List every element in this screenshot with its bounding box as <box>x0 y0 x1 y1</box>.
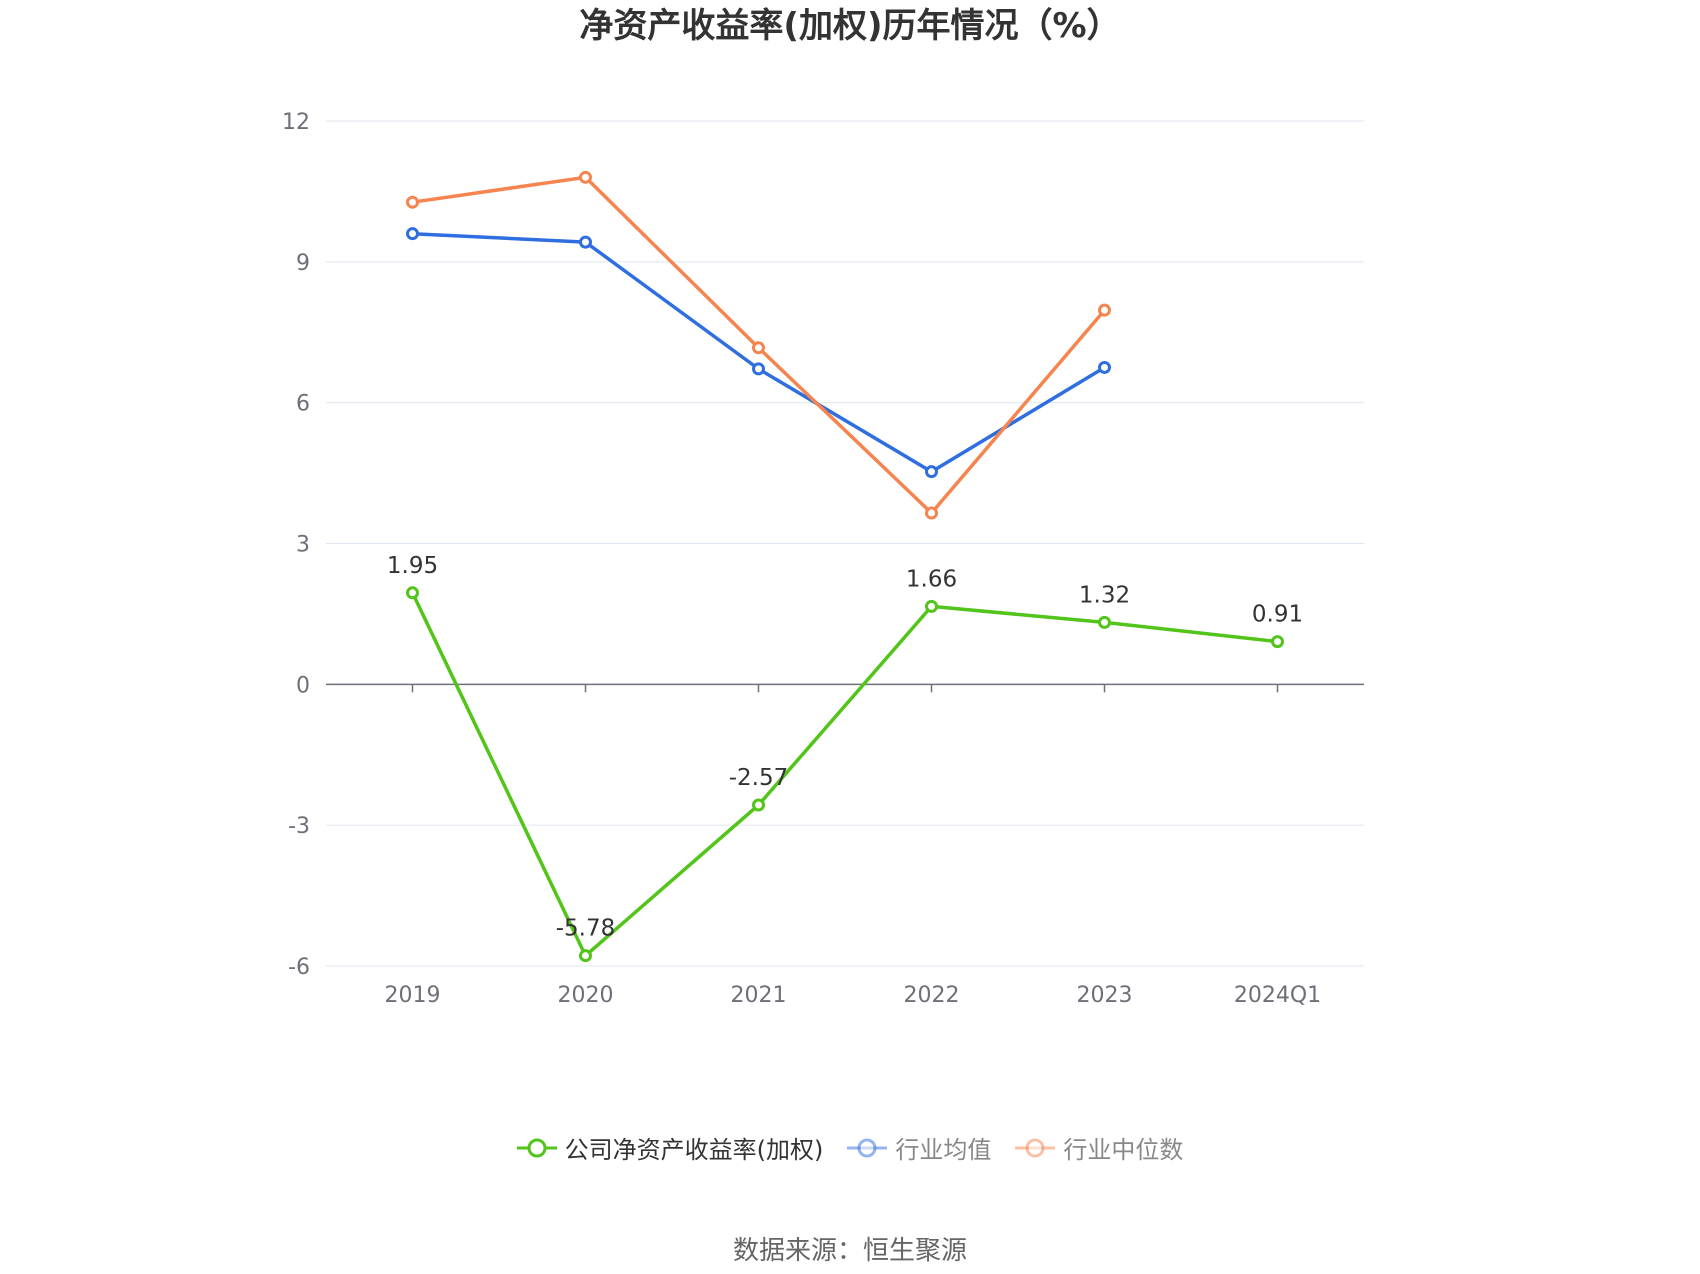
data-point <box>925 465 938 479</box>
grid-lines: 12 9 6 3 0 -3 -6 <box>282 110 1364 980</box>
x-tick-label: 2023 <box>1077 983 1133 1008</box>
legend-line-circle-icon <box>1015 1138 1056 1157</box>
data-label: 0.91 <box>1252 602 1303 628</box>
legend-label: 行业均值 <box>895 1136 992 1164</box>
data-point <box>752 798 765 812</box>
data-point <box>579 949 592 963</box>
x-tick-label: 2020 <box>558 983 614 1008</box>
y-tick-label: 6 <box>296 392 310 417</box>
x-tick-label: 2022 <box>904 983 960 1008</box>
series-line <box>410 592 1278 958</box>
y-tick-label: 9 <box>296 251 310 276</box>
data-label: 1.32 <box>1079 582 1130 608</box>
y-tick-label: -6 <box>288 955 310 980</box>
legend-line-circle-icon <box>516 1138 557 1157</box>
data-point <box>406 195 419 209</box>
data-point <box>406 586 419 600</box>
data-labels: 1.95 -5.78 -2.57 1.66 1.32 0.91 <box>387 553 1303 942</box>
data-label: -2.57 <box>729 765 789 791</box>
data-point <box>752 362 765 376</box>
x-tick-label: 2024Q1 <box>1234 983 1321 1008</box>
x-tick-label: 2019 <box>385 983 441 1008</box>
data-point <box>1098 360 1111 374</box>
series-lines <box>406 170 1284 963</box>
data-point <box>579 235 592 249</box>
data-label: -5.78 <box>556 916 616 942</box>
y-tick-label: 0 <box>296 673 310 698</box>
chart-title: 净资产收益率(加权)历年情况（%） <box>579 6 1121 46</box>
data-label: 1.95 <box>387 553 438 579</box>
data-source: 数据来源：恒生聚源 <box>732 1236 967 1266</box>
y-tick-label: 3 <box>296 533 310 558</box>
data-point <box>579 170 592 184</box>
data-label: 1.66 <box>906 566 957 592</box>
data-point <box>752 341 765 355</box>
y-tick-label: 12 <box>282 110 310 135</box>
legend-item[interactable]: 行业中位数 <box>1015 1130 1183 1165</box>
x-axis: 2019 2020 2021 2022 2023 2024Q1 <box>326 683 1364 1008</box>
legend-item[interactable]: 行业均值 <box>847 1130 991 1165</box>
y-tick-label: -3 <box>288 814 310 839</box>
legend-label: 行业中位数 <box>1063 1136 1184 1164</box>
data-point <box>925 506 938 520</box>
data-point <box>1098 615 1111 629</box>
legend-line-circle-icon <box>847 1138 888 1157</box>
legend-item[interactable]: 公司净资产收益率(加权) <box>516 1130 824 1165</box>
data-point <box>1098 303 1111 317</box>
legend: 公司净资产收益率(加权) 行业均值 行业中位数 <box>0 1130 1700 1165</box>
data-point <box>925 599 938 613</box>
data-point <box>406 227 419 241</box>
legend-label: 公司净资产收益率(加权) <box>564 1136 824 1164</box>
data-point <box>1271 635 1284 649</box>
x-tick-label: 2021 <box>731 983 787 1008</box>
